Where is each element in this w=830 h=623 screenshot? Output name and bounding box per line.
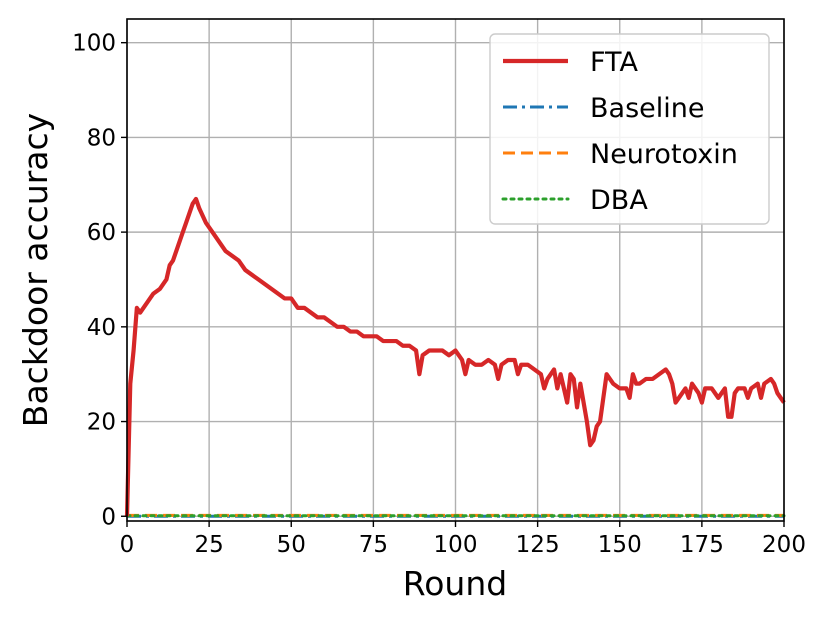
x-tick-label: 75 [359,532,388,558]
series-layer [124,196,786,518]
y-axis-label: Backdoor accuracy [16,113,55,427]
x-tick-label: 0 [120,532,135,558]
legend-box [489,33,770,225]
y-tick-label: 20 [87,410,116,436]
legend-label-neurotoxin: Neurotoxin [590,139,738,170]
x-tick-label: 125 [516,532,560,558]
y-tick-label: 0 [101,504,116,530]
x-tick-label: 175 [680,532,724,558]
x-axis-label: Round [403,564,507,603]
legend-label-fta: FTA [590,47,638,78]
y-tick-label: 40 [87,315,116,341]
x-tick-label: 200 [762,532,806,558]
ticks: 0 25 50 75 100 125 150 175 200 0 20 40 60 80 100 [72,31,806,558]
x-tick-label: 100 [434,532,478,558]
legend: FTA Baseline Neurotoxin DBA [489,33,770,225]
legend-label-baseline: Baseline [590,93,704,124]
x-tick-label: 150 [598,532,642,558]
x-tick-label: 50 [277,532,306,558]
x-tick-label: 25 [194,532,223,558]
series-line-fta [124,196,786,517]
legend-label-dba: DBA [590,185,648,216]
y-tick-label: 80 [87,125,116,151]
y-tick-label: 60 [87,220,116,246]
y-tick-label: 100 [72,31,116,57]
